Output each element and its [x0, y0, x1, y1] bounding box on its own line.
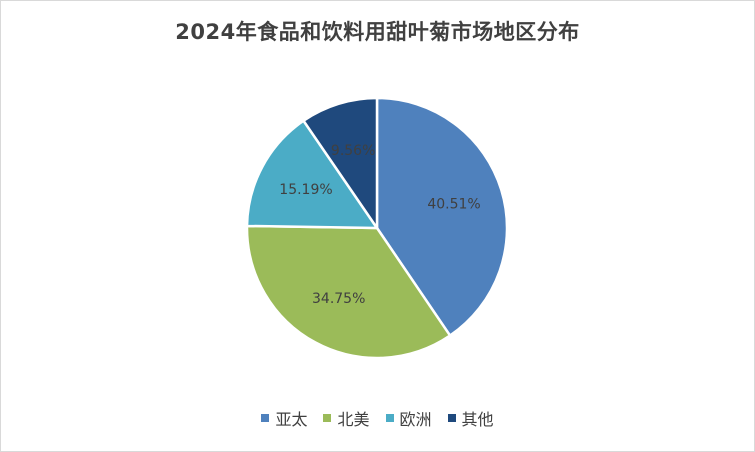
- legend-item-2: 北美: [323, 406, 370, 430]
- data-label-1: 40.51%: [427, 196, 480, 212]
- pie-slice-2: [245, 224, 452, 360]
- legend-label: 亚太: [275, 410, 308, 429]
- legend-swatch: [385, 414, 394, 422]
- data-label-3: 15.19%: [279, 182, 332, 198]
- legend-item-1: 亚太: [261, 406, 307, 430]
- legend-swatch: [447, 414, 456, 422]
- pie-slice-3: [245, 119, 379, 230]
- legend-label: 其他: [461, 410, 494, 429]
- legend-swatch: [323, 414, 332, 422]
- legend-item-3: 欧洲: [385, 406, 432, 430]
- pie-slice-4: [302, 96, 379, 230]
- legend: 亚太 北美 欧洲 其他: [0, 406, 755, 430]
- legend-label: 欧洲: [399, 410, 432, 429]
- data-label-2: 34.75%: [312, 291, 365, 307]
- legend-label: 北美: [337, 410, 370, 429]
- data-label-4: 9.56%: [331, 143, 375, 159]
- legend-swatch: [261, 414, 270, 422]
- legend-item-4: 其他: [447, 406, 494, 430]
- chart-title: 2024年食品和饮料用甜叶菊市场地区分布: [175, 20, 580, 44]
- pie-slice-1: [375, 96, 509, 337]
